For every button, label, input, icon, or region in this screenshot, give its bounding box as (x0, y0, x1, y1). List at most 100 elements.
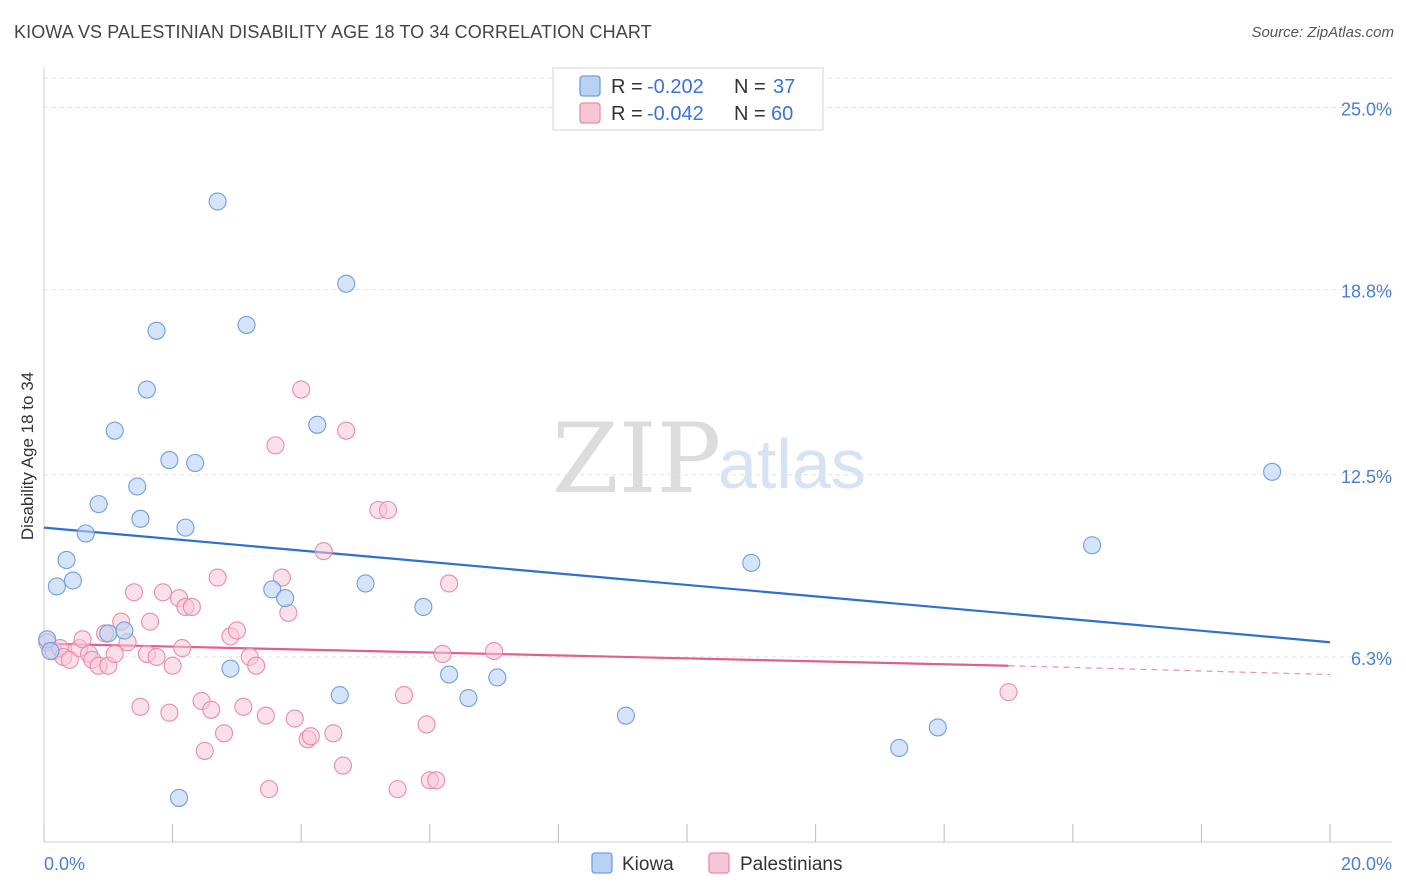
palestinian-point (131, 697, 150, 716)
kiowa-point (63, 571, 82, 590)
palestinian-point (485, 641, 504, 661)
chart-title: KIOWA VS PALESTINIAN DISABILITY AGE 18 T… (14, 22, 652, 42)
palestinian-point (259, 780, 279, 799)
series-legend-swatch-kiowa (591, 852, 613, 874)
palestinian-point (999, 683, 1018, 702)
kiowa-point (928, 718, 947, 737)
legend-r-value-palestinians: -0.042 (647, 103, 704, 125)
legend-n-value-palestinians: 60 (771, 103, 793, 125)
palestinian-point (279, 603, 298, 622)
kiowa-point (890, 738, 909, 758)
kiowa-point (276, 589, 295, 608)
palestinian-point (147, 647, 166, 666)
kiowa-point (330, 686, 349, 705)
kiowa-point (742, 553, 761, 572)
palestinian-point (266, 436, 285, 455)
palestinian-point (227, 621, 246, 640)
palestinian-point (378, 500, 398, 520)
legend-n-label-palestinians: N = (734, 103, 766, 125)
kiowa-point (105, 421, 124, 440)
kiowa-point (99, 624, 118, 643)
palestinian-point (195, 741, 214, 760)
kiowa-point (47, 577, 66, 596)
legend-r-value-kiowa: -0.202 (647, 76, 704, 98)
watermark-atlas: atlas (718, 425, 866, 503)
kiowa-point (208, 192, 227, 211)
kiowa-point (308, 415, 327, 434)
palestinian-point (214, 724, 234, 743)
palestinian-point (388, 780, 407, 799)
palestinian-point (427, 771, 446, 790)
trend-lines (43, 526, 1331, 676)
palestinian-point (60, 650, 79, 669)
kiowa-point (176, 518, 195, 537)
legend-swatch-palestinians (579, 102, 601, 124)
kiowa-point (221, 659, 240, 678)
palestinian-point (208, 568, 227, 587)
palestinian-point (440, 574, 459, 593)
source-credit: Source: ZipAtlas.com (1251, 24, 1394, 41)
kiowa-point (89, 495, 108, 514)
palestinian-point (272, 568, 291, 587)
palestinian-point (292, 380, 311, 399)
palestinian-point (314, 542, 333, 561)
series-legend-swatch-palestinians (708, 852, 730, 874)
palestinian-point (105, 644, 124, 664)
kiowa-point (41, 641, 60, 661)
kiowa-point (160, 451, 179, 470)
series-legend: Kiowa Palestinians (591, 852, 842, 875)
palestinian-point (333, 756, 353, 775)
kiowa-point (488, 668, 507, 687)
y-tick-label: 18.8% (1341, 282, 1392, 302)
y-tick-label: 25.0% (1341, 100, 1392, 120)
palestinian-point (173, 639, 192, 658)
palestinian-point (247, 656, 266, 675)
palestinian-point (417, 715, 436, 734)
palestinian-point (395, 686, 414, 705)
kiowa-point (414, 597, 433, 617)
kiowa-point (128, 477, 147, 496)
kiowa-point (1083, 536, 1102, 555)
kiowa-point (131, 509, 150, 528)
legend-r-label-palestinians: R = (611, 103, 643, 125)
trend-line-palestinians-projection (1008, 665, 1331, 676)
axes (43, 68, 1392, 843)
y-axis-label: Disability Age 18 to 34 (18, 372, 37, 540)
y-tick-label: 6.3% (1351, 649, 1392, 669)
kiowa-point (169, 788, 189, 807)
kiowa-point (337, 274, 356, 293)
palestinian-point (182, 597, 201, 617)
palestinian-point (124, 583, 144, 602)
kiowa-point (57, 550, 76, 570)
legend-swatch-kiowa (579, 75, 601, 97)
palestinian-point (160, 703, 179, 722)
kiowa-point (137, 380, 156, 399)
palestinian-point (324, 724, 343, 743)
palestinian-point (234, 697, 253, 716)
watermark-zip: ZIP (552, 403, 721, 515)
legend-r-label-kiowa: R = (611, 76, 643, 98)
kiowa-point (356, 574, 375, 593)
palestinian-point (153, 583, 173, 602)
palestinian-point (433, 644, 452, 664)
kiowa-point (263, 580, 282, 599)
y-tick-labels: 6.3% 12.5% 18.8% 25.0% (1341, 100, 1392, 669)
trend-line-palestinians (43, 642, 1009, 667)
x-tick-label-max: 20.0% (1341, 854, 1392, 874)
y-tick-label: 12.5% (1341, 467, 1392, 487)
trend-line-kiowa (43, 526, 1331, 644)
kiowa-point (1263, 462, 1282, 481)
series-legend-label-palestinians: Palestinians (740, 854, 842, 875)
legend-n-value-kiowa: 37 (773, 76, 795, 98)
data-points (38, 192, 1282, 807)
palestinian-point (301, 727, 320, 746)
kiowa-point (237, 315, 256, 334)
palestinian-point (285, 709, 304, 728)
palestinian-point (256, 706, 275, 725)
kiowa-point (76, 524, 95, 543)
x-tick-label-min: 0.0% (44, 854, 85, 874)
palestinian-point (337, 421, 356, 440)
correlation-legend: R = -0.202 N = 37 R = -0.042 N = 60 (552, 67, 824, 131)
series-legend-label-kiowa: Kiowa (622, 854, 674, 875)
